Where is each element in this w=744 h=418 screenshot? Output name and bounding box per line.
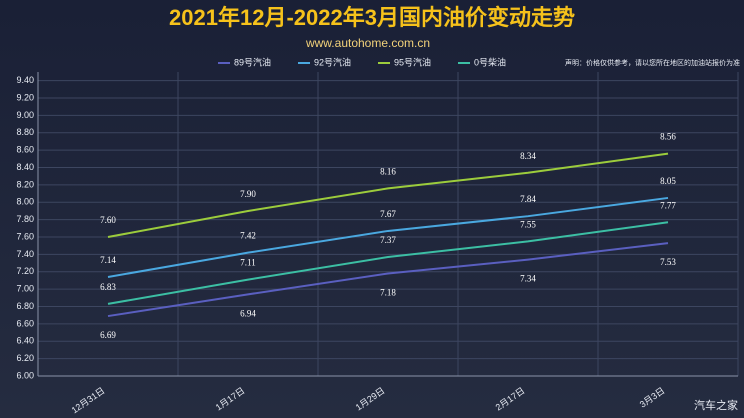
y-tick-label: 7.40	[16, 249, 34, 259]
value-label: 7.55	[520, 219, 536, 229]
y-tick-label: 8.40	[16, 162, 34, 172]
series-line	[107, 221, 669, 305]
y-tick-label: 8.20	[16, 179, 34, 189]
y-tick-label: 7.80	[16, 214, 34, 224]
y-tick-label: 8.00	[16, 197, 34, 207]
y-tick-label: 9.00	[16, 110, 34, 120]
value-label: 7.53	[660, 257, 676, 267]
legend-label: 89号汽油	[234, 56, 271, 67]
legend-label: 95号汽油	[394, 56, 431, 67]
value-label: 8.34	[520, 151, 536, 161]
series-line	[107, 196, 669, 278]
chart-title: 2021年12月-2022年3月国内油价变动走势	[169, 5, 575, 30]
y-tick-label: 7.60	[16, 231, 34, 241]
y-tick-label: 9.20	[16, 92, 34, 102]
value-label: 7.77	[660, 200, 676, 210]
value-label: 8.05	[660, 176, 676, 186]
value-label: 6.94	[240, 308, 256, 318]
value-label: 7.37	[380, 235, 396, 245]
value-label: 7.90	[240, 189, 256, 199]
y-tick-label: 8.80	[16, 127, 34, 137]
y-tick-label: 8.60	[16, 145, 34, 155]
value-label: 6.83	[100, 282, 116, 292]
watermark: 汽车之家	[694, 398, 738, 412]
y-tick-label: 7.20	[16, 266, 34, 276]
legend-label: 92号汽油	[314, 56, 351, 67]
value-label: 7.14	[100, 255, 116, 265]
value-label: 7.84	[520, 194, 536, 204]
value-label: 7.18	[380, 288, 396, 298]
value-label: 8.56	[660, 132, 676, 142]
value-label: 7.60	[100, 215, 116, 225]
value-label: 8.16	[380, 166, 396, 176]
y-tick-label: 6.40	[16, 336, 34, 346]
value-label: 7.11	[240, 258, 255, 268]
value-label: 7.34	[520, 274, 536, 284]
y-tick-label: 6.00	[16, 370, 34, 380]
value-label: 7.42	[240, 231, 256, 241]
y-tick-label: 6.20	[16, 353, 34, 363]
value-label: 7.67	[380, 209, 396, 219]
note: 声明：价格仅供参考，请以您所在地区的加油站报价为准	[565, 58, 740, 67]
y-tick-label: 9.40	[16, 75, 34, 85]
y-tick-label: 6.80	[16, 301, 34, 311]
chart-subtitle: www.autohome.com.cn	[305, 36, 430, 50]
series-line	[107, 152, 669, 239]
y-tick-label: 7.00	[16, 284, 34, 294]
y-tick-label: 6.60	[16, 318, 34, 328]
value-label: 6.69	[100, 330, 116, 340]
series-line	[107, 242, 669, 318]
legend-label: 0号柴油	[474, 56, 506, 67]
